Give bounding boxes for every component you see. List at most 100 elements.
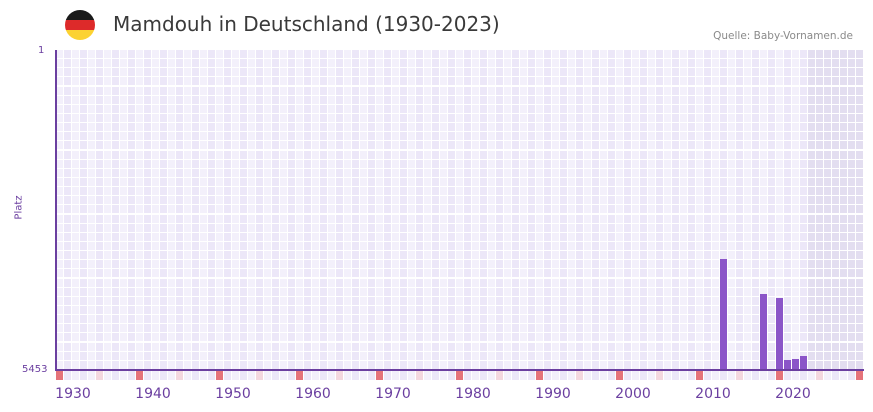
rank-bar-2018[interactable]: [776, 297, 783, 370]
x-axis-marker: [712, 371, 719, 380]
x-axis-marker: [256, 371, 263, 380]
rank-bar-2016[interactable]: [760, 293, 767, 370]
x-axis-marker: [312, 371, 319, 380]
x-axis-marker: [232, 371, 239, 380]
grid-column: [272, 50, 280, 370]
x-axis-marker: [856, 371, 863, 380]
x-axis-marker: [688, 371, 695, 380]
x-axis-marker: [656, 371, 663, 380]
grid-column: [480, 50, 488, 370]
grid-column: [336, 50, 344, 370]
grid-column: [320, 50, 328, 370]
x-axis-marker: [520, 371, 527, 380]
x-axis-marker: [360, 371, 367, 380]
grid-column: [136, 50, 144, 370]
grid-column: [768, 50, 776, 370]
grid-column: [192, 50, 200, 370]
x-axis-marker: [728, 371, 735, 380]
grid-column: [296, 50, 304, 370]
y-axis-title: Platz: [13, 195, 25, 220]
grid-column: [160, 50, 168, 370]
rank-bar-2011[interactable]: [720, 259, 727, 370]
x-axis-marker: [840, 371, 847, 380]
x-axis-marker: [368, 371, 375, 380]
x-axis-marker: [456, 371, 463, 380]
x-axis-marker: [88, 371, 95, 380]
x-axis-marker: [536, 371, 543, 380]
x-axis-tick-label: 1970: [375, 386, 411, 402]
chart-plot-area: [56, 50, 864, 370]
x-axis-marker: [824, 371, 831, 380]
grid-column: [352, 50, 360, 370]
grid-column: [608, 50, 616, 370]
grid-column: [472, 50, 480, 370]
x-axis-marker: [608, 371, 615, 380]
grid-column: [144, 50, 152, 370]
grid-column: [664, 50, 672, 370]
x-axis-marker: [376, 371, 383, 380]
grid-column: [104, 50, 112, 370]
grid-column: [344, 50, 352, 370]
grid-column: [128, 50, 136, 370]
x-axis-marker: [296, 371, 303, 380]
grid-column: [632, 50, 640, 370]
x-axis-marker: [624, 371, 631, 380]
x-axis-marker: [168, 371, 175, 380]
grid-column: [168, 50, 176, 370]
x-axis-tick-label: 1980: [455, 386, 491, 402]
x-axis-marker: [304, 371, 311, 380]
grid-column: [328, 50, 336, 370]
grid-column: [72, 50, 80, 370]
grid-column: [528, 50, 536, 370]
x-axis-marker: [776, 371, 783, 380]
x-axis-marker: [104, 371, 111, 380]
x-axis-marker: [848, 371, 855, 380]
x-axis-marker: [576, 371, 583, 380]
x-axis-marker: [744, 371, 751, 380]
grid-column: [232, 50, 240, 370]
grid-column: [736, 50, 744, 370]
x-axis-marker: [632, 371, 639, 380]
grid-column: [312, 50, 320, 370]
x-axis-marker: [264, 371, 271, 380]
x-axis-marker: [216, 371, 223, 380]
x-axis-marker: [336, 371, 343, 380]
x-axis-marker: [800, 371, 807, 380]
x-axis-tick-label: 1950: [215, 386, 251, 402]
x-axis-marker: [408, 371, 415, 380]
x-axis-marker: [792, 371, 799, 380]
grid-column: [832, 50, 840, 370]
x-axis-marker: [80, 371, 87, 380]
x-axis-marker: [184, 371, 191, 380]
grid-column: [456, 50, 464, 370]
grid-column: [488, 50, 496, 370]
grid-column: [504, 50, 512, 370]
grid-column: [512, 50, 520, 370]
grid-column: [816, 50, 824, 370]
grid-column: [824, 50, 832, 370]
x-axis-tick-label: 2010: [695, 386, 731, 402]
x-axis-marker: [328, 371, 335, 380]
grid-column: [112, 50, 120, 370]
grid-column: [224, 50, 232, 370]
x-axis-marker: [720, 371, 727, 380]
grid-column: [280, 50, 288, 370]
grid-column: [200, 50, 208, 370]
x-axis-marker: [344, 371, 351, 380]
grid-column: [856, 50, 864, 370]
x-axis-marker: [672, 371, 679, 380]
x-axis-marker: [64, 371, 71, 380]
grid-column: [704, 50, 712, 370]
rank-bar-2019[interactable]: [784, 359, 791, 370]
x-axis-marker: [544, 371, 551, 380]
grid-column: [536, 50, 544, 370]
grid-column: [264, 50, 272, 370]
grid-column: [304, 50, 312, 370]
rank-bar-2021[interactable]: [800, 355, 807, 370]
grid-column: [56, 50, 64, 370]
x-axis-tick-label: 1940: [135, 386, 171, 402]
x-axis-marker: [808, 371, 815, 380]
rank-bar-2020[interactable]: [792, 358, 799, 370]
x-axis-marker: [568, 371, 575, 380]
x-axis-marker: [56, 371, 63, 380]
